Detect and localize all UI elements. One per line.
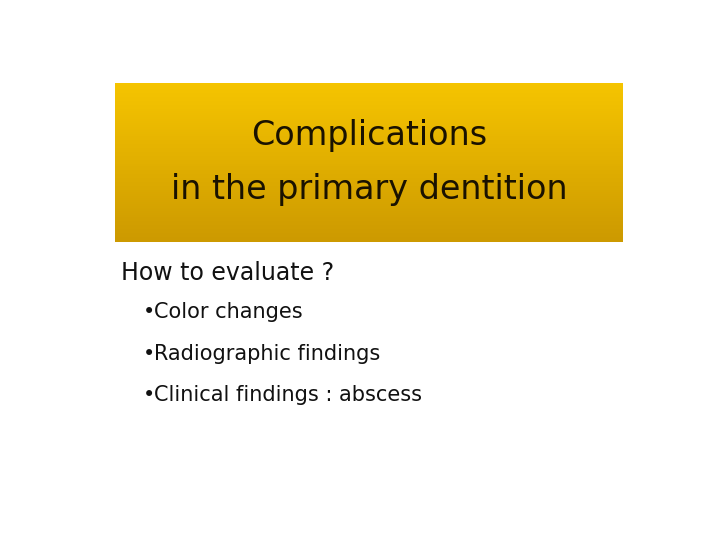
Bar	[115, 176, 623, 178]
Bar	[115, 201, 623, 204]
Bar	[115, 168, 623, 171]
Bar	[115, 146, 623, 148]
Bar	[115, 105, 623, 107]
Bar	[115, 156, 623, 159]
Bar	[115, 200, 623, 202]
Bar	[115, 231, 623, 234]
Bar	[115, 204, 623, 206]
Text: in the primary dentition: in the primary dentition	[171, 173, 567, 206]
Bar	[115, 182, 623, 184]
Bar	[115, 170, 623, 172]
Text: Radiographic findings: Radiographic findings	[154, 344, 380, 364]
Bar	[115, 129, 623, 131]
Bar	[115, 83, 623, 85]
Bar	[115, 109, 623, 111]
Text: •: •	[143, 344, 156, 364]
Bar	[115, 218, 623, 220]
Bar	[115, 188, 623, 190]
Bar	[115, 125, 623, 127]
Bar	[115, 103, 623, 105]
Bar	[115, 213, 623, 216]
Bar	[115, 210, 623, 212]
Bar	[115, 99, 623, 102]
Bar	[115, 113, 623, 115]
Text: Color changes: Color changes	[154, 302, 303, 322]
Bar	[115, 87, 623, 90]
Bar	[115, 93, 623, 96]
Text: •: •	[143, 386, 156, 406]
Bar	[115, 143, 623, 145]
Bar	[115, 101, 623, 103]
Bar	[115, 117, 623, 119]
Bar	[115, 89, 623, 91]
Text: How to evaluate ?: How to evaluate ?	[121, 261, 334, 285]
Bar	[115, 207, 623, 210]
Bar	[115, 148, 623, 151]
Text: Clinical findings : abscess: Clinical findings : abscess	[154, 386, 422, 406]
Bar	[115, 230, 623, 232]
Bar	[115, 215, 623, 218]
Bar	[115, 138, 623, 141]
Bar	[115, 195, 623, 198]
Bar	[115, 180, 623, 183]
Bar	[115, 114, 623, 117]
Bar	[115, 154, 623, 157]
Bar	[115, 162, 623, 165]
Bar	[115, 225, 623, 228]
Bar	[115, 172, 623, 174]
Bar	[115, 212, 623, 214]
Bar	[115, 91, 623, 93]
Bar	[115, 194, 623, 196]
Bar	[115, 174, 623, 177]
Bar	[115, 184, 623, 186]
Bar	[115, 85, 623, 87]
Bar	[115, 111, 623, 113]
Bar	[115, 219, 623, 222]
Bar	[115, 134, 623, 137]
Bar	[115, 239, 623, 241]
Bar	[115, 150, 623, 153]
Bar	[115, 206, 623, 208]
Bar	[115, 227, 623, 230]
Bar	[115, 132, 623, 135]
Bar	[115, 198, 623, 200]
Bar	[115, 235, 623, 238]
Bar	[115, 166, 623, 168]
Bar	[115, 131, 623, 133]
Bar	[115, 190, 623, 192]
Text: •: •	[143, 302, 156, 322]
Bar	[115, 95, 623, 97]
Bar	[115, 178, 623, 180]
Bar	[115, 160, 623, 163]
Bar	[115, 120, 623, 123]
Bar	[115, 137, 623, 139]
Bar	[115, 123, 623, 125]
Bar	[115, 158, 623, 160]
Bar	[115, 233, 623, 235]
Bar	[115, 97, 623, 99]
Text: Complications: Complications	[251, 119, 487, 152]
Bar	[115, 224, 623, 226]
Bar	[115, 186, 623, 188]
Bar	[115, 152, 623, 154]
Bar	[115, 107, 623, 109]
Bar	[115, 221, 623, 224]
Bar	[115, 119, 623, 121]
Bar	[115, 140, 623, 143]
Bar	[115, 144, 623, 147]
Bar	[115, 237, 623, 240]
Bar	[115, 164, 623, 166]
Bar	[115, 126, 623, 129]
Bar	[115, 192, 623, 194]
